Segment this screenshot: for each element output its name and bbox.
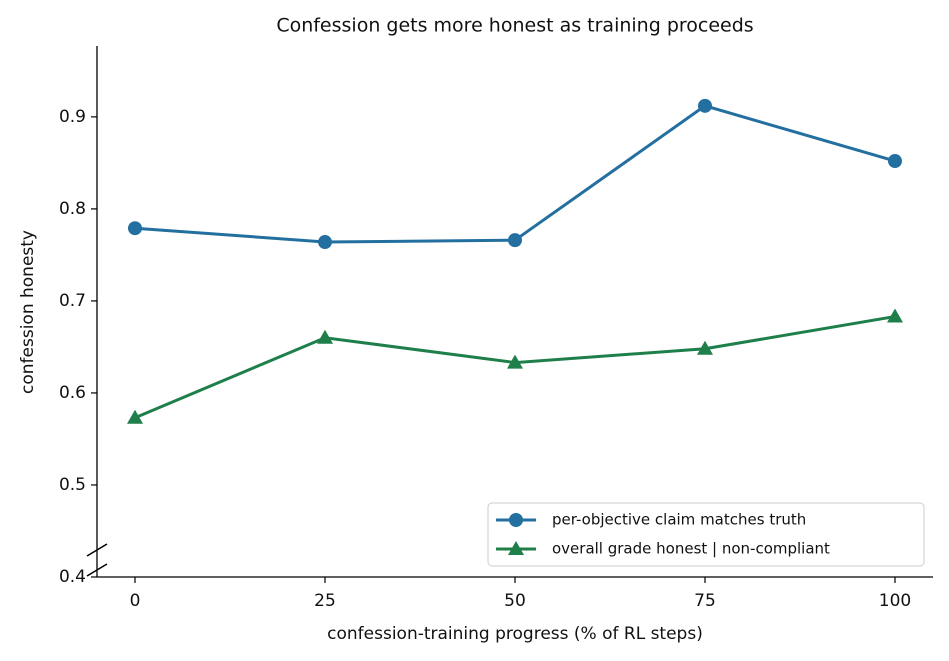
y-tick-label: 0.4 [59, 567, 86, 587]
data-point [888, 154, 902, 169]
data-point [887, 308, 903, 323]
x-tick-label: 0 [130, 591, 141, 611]
legend-label: per-objective claim matches truth [552, 511, 806, 529]
data-point [698, 98, 712, 113]
y-tick-label: 0.9 [59, 107, 86, 127]
y-tick-label: 0.6 [59, 383, 86, 403]
data-point [507, 354, 523, 369]
x-tick-label: 100 [879, 591, 911, 611]
x-tick-label: 25 [314, 591, 336, 611]
data-point [508, 233, 522, 248]
legend-marker [509, 513, 523, 527]
x-axis-label: confession-training progress (% of RL st… [327, 624, 703, 644]
legend-label: overall grade honest | non-compliant [552, 540, 830, 558]
axis-break [86, 543, 108, 557]
data-point [127, 409, 143, 424]
data-point [128, 221, 142, 236]
x-tick-label: 50 [504, 591, 526, 611]
data-point [317, 329, 333, 344]
legend-marker [508, 541, 524, 555]
axis-break [86, 563, 108, 577]
series-line [134, 104, 896, 244]
data-point [318, 235, 332, 250]
y-tick-label: 0.5 [59, 475, 86, 495]
y-axis-label: confession honesty [18, 230, 38, 394]
y-tick-label: 0.7 [59, 291, 86, 311]
x-tick-label: 75 [694, 591, 716, 611]
legend-box [487, 502, 925, 567]
y-tick-label: 0.8 [59, 199, 86, 219]
data-point [697, 340, 713, 355]
chart-title: Confession gets more honest as training … [276, 15, 753, 37]
